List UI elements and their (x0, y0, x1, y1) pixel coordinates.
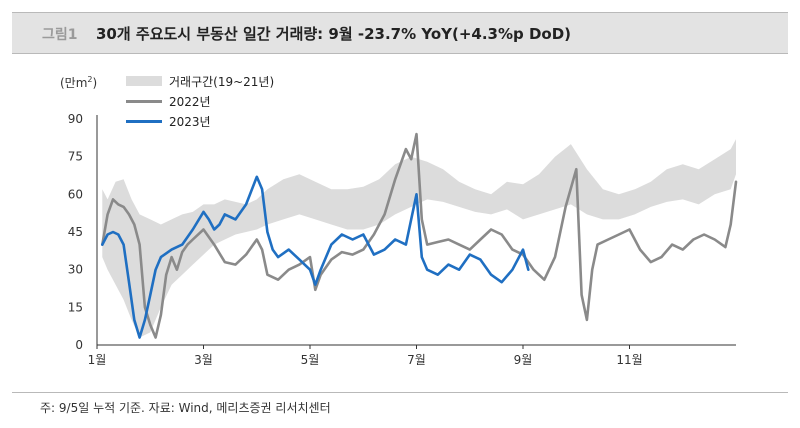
legend-swatch-2022 (126, 100, 162, 103)
x-tick-label: 7월 (407, 353, 426, 367)
y-tick-label: 15 (68, 300, 83, 314)
footnote-divider (12, 392, 788, 393)
x-tick-label: 3월 (194, 353, 213, 367)
figure-title-bar: 그림1 30개 주요도시 부동산 일간 거래량: 9월 -23.7% YoY(+… (12, 12, 788, 54)
y-tick-label: 90 (68, 112, 83, 126)
legend-label-2022: 2022년 (169, 95, 211, 109)
footnote: 주: 9/5일 누적 기준. 자료: Wind, 메리츠증권 리서치센터 (40, 401, 331, 415)
series-line-2022 (101, 132, 738, 339)
legend-label-2023: 2023년 (169, 115, 211, 129)
y-tick-label: 0 (75, 338, 83, 352)
x-tick-label: 1월 (88, 353, 107, 367)
x-tick-label: 9월 (514, 353, 533, 367)
y-tick-label: 45 (68, 225, 83, 239)
y-tick-label: 60 (68, 187, 83, 201)
legend-label-band: 거래구간(19~21년) (169, 75, 275, 89)
x-tick-label: 5월 (301, 353, 320, 367)
series-line-2023 (101, 175, 530, 339)
y-tick-label: 30 (68, 263, 83, 277)
y-tick-label: 75 (68, 150, 83, 164)
x-tick-label: 11월 (616, 353, 642, 367)
figure-number: 그림1 (42, 27, 78, 43)
figure-title: 30개 주요도시 부동산 일간 거래량: 9월 -23.7% YoY(+4.3%… (96, 25, 572, 43)
legend-swatch-2023 (126, 120, 162, 123)
legend-swatch-band (126, 76, 162, 86)
y-axis-unit: (만m2) (60, 75, 98, 90)
